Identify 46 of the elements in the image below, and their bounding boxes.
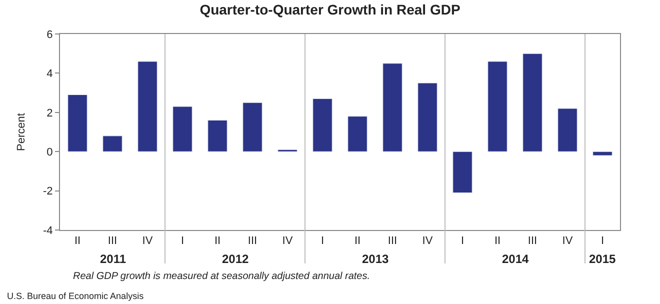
x-tick-label: II [74, 235, 81, 248]
x-tick-label: IV [422, 235, 434, 248]
text: Real GDP growth is measured at seasonally adjusted annual rates. [73, 271, 370, 282]
x-tick-label: III [388, 235, 398, 248]
x-tick-label: II [354, 235, 361, 248]
bar [172, 106, 192, 152]
bar [348, 116, 368, 152]
y-tick-label: -2 [43, 186, 53, 198]
y-tick-label: 0 [46, 146, 53, 158]
text: 2012 [222, 252, 250, 266]
y-tick-label: 2 [46, 107, 53, 120]
x-tick-label: IV [282, 235, 294, 248]
bar [208, 120, 228, 152]
x-tick-label: III [528, 235, 538, 248]
x-tick-label: I [180, 235, 184, 248]
x-tick-label: II [494, 235, 501, 248]
x-tick-label: IV [142, 235, 154, 248]
bar [452, 151, 472, 194]
y-tick-label: 4 [46, 68, 53, 80]
bar [488, 61, 508, 152]
bar [558, 108, 578, 152]
x-tick-label: III [108, 235, 118, 248]
bar [242, 102, 262, 152]
x-tick-label: II [214, 235, 221, 248]
text: U.S. Bureau of Economic Analysis [7, 291, 144, 301]
x-tick-label: IV [562, 235, 574, 248]
x-tick-label: I [600, 235, 604, 248]
x-tick-label: I [460, 235, 464, 248]
x-tick-label: I [320, 235, 324, 248]
bar [522, 53, 542, 152]
text: 2014 [502, 252, 530, 266]
text: 2015 [589, 252, 616, 266]
bar [68, 94, 88, 152]
bar [592, 151, 612, 156]
bar [138, 61, 158, 152]
bar [382, 63, 402, 152]
bar [418, 82, 438, 152]
text: 2011 [100, 252, 126, 266]
text: 2013 [362, 252, 390, 266]
x-tick-label: III [248, 235, 258, 248]
y-tick-label: -4 [43, 224, 53, 237]
y-tick-label: 6 [46, 28, 53, 41]
bar [312, 98, 332, 152]
chart-title: Quarter-to-Quarter Growth in Real GDP [200, 1, 460, 18]
y-axis-title: Percent [16, 113, 28, 151]
bar [102, 136, 122, 152]
